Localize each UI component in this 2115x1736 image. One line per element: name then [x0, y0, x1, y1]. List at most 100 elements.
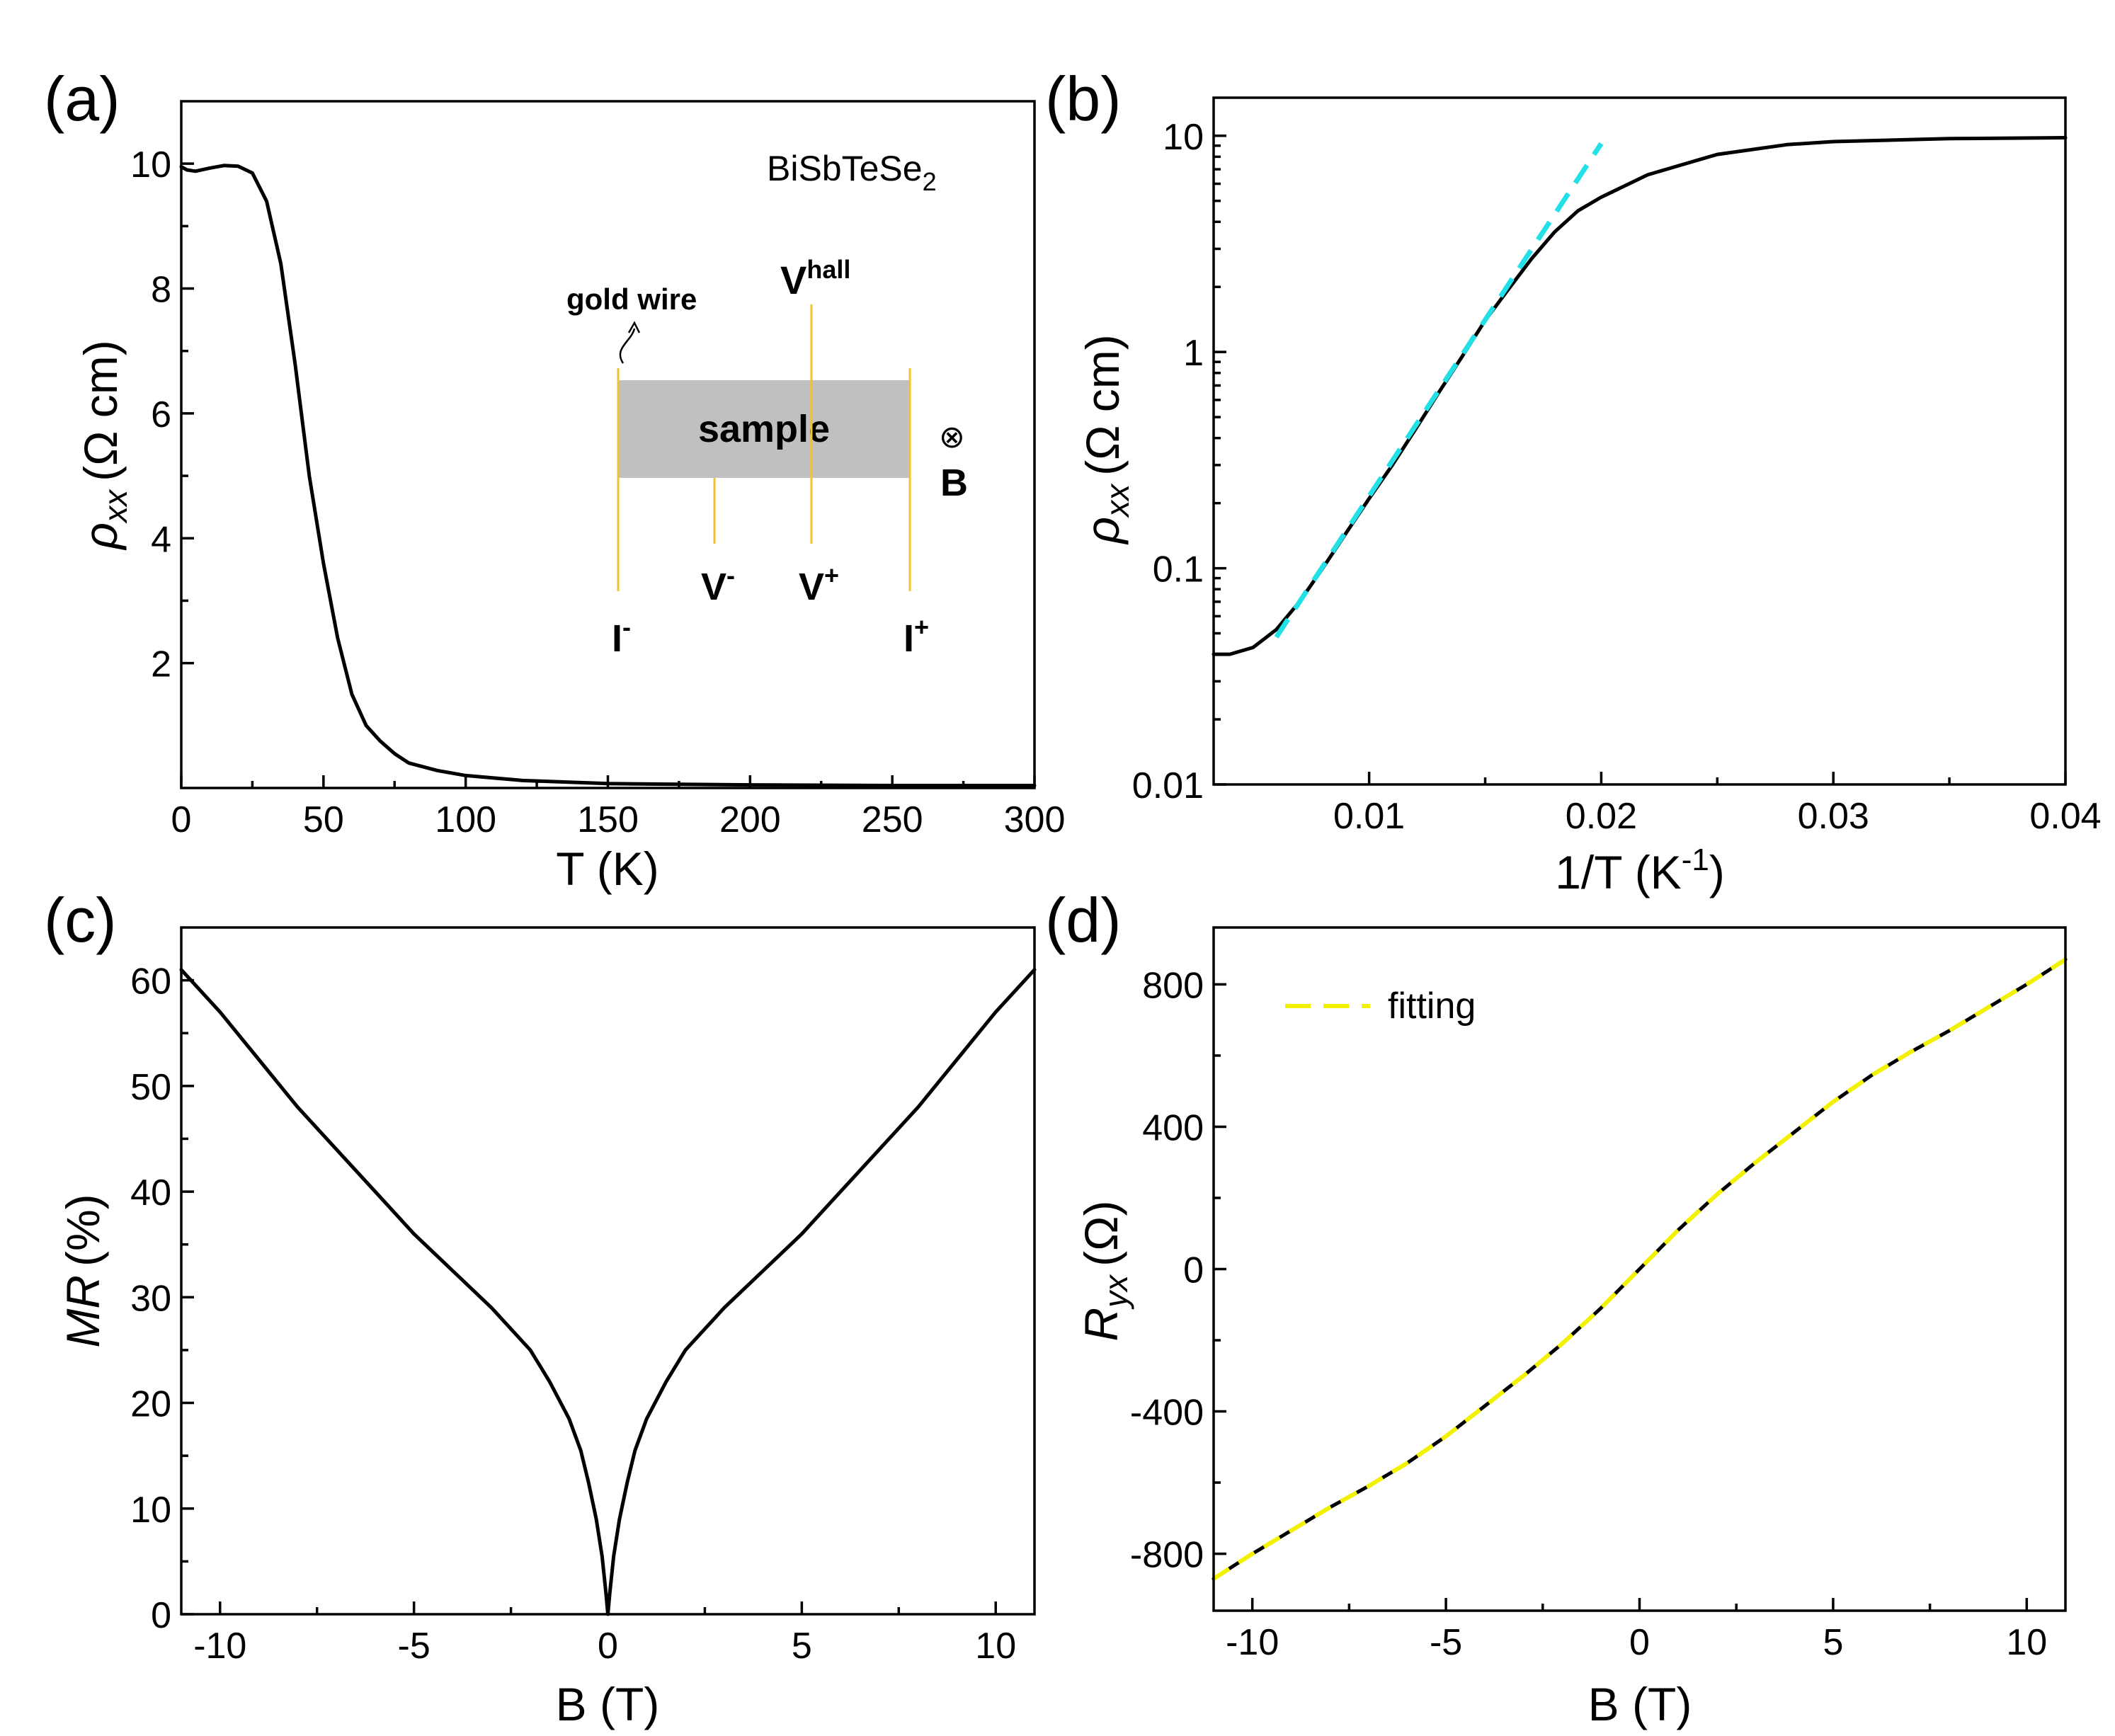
y-tick-label: -400	[1130, 1393, 1204, 1434]
x-tick-label: -10	[1226, 1622, 1279, 1663]
panel-a-ylabel-unit: (Ω cm)	[74, 340, 127, 481]
panel-d-fit-line	[1212, 957, 2067, 1581]
panel-c-ylabel-unit: (%)	[57, 1194, 109, 1267]
i-minus-label: I-	[612, 612, 631, 660]
sample-label: sample	[698, 408, 830, 450]
y-tick-label: 6	[151, 394, 171, 435]
panel-b-rho-curve	[1212, 136, 2068, 656]
panel-b-fit-line	[1274, 142, 1604, 639]
arrowhead-icon	[627, 321, 641, 333]
y-tick-label: 0	[1183, 1250, 1204, 1291]
y-tick-label: 4	[151, 519, 171, 560]
panel-b-ylabel: ρxx (Ω cm)	[1076, 334, 1136, 544]
x-tick-label: 0	[598, 1626, 618, 1667]
panel-d-frame	[1212, 926, 2067, 1612]
y-tick-label: 1	[1183, 333, 1204, 374]
panel-b-ticklabels: 0.01 0.02 0.03 0.04 0.01 0.1 1 10	[1132, 117, 2102, 837]
v-plus-sup: +	[824, 561, 839, 590]
y-tick-label: 10	[130, 1490, 171, 1531]
panel-d-ticks	[1214, 983, 2029, 1611]
i-plus-label: I+	[903, 612, 929, 660]
y-tick-label: 10	[130, 144, 171, 185]
panel-b: (b) 0.01 0.02 0.03 0.04 0.01 0.1 1 10 1/T (K-1)…	[1045, 64, 2102, 898]
x-tick-label: 5	[792, 1626, 812, 1667]
y-tick-label: 20	[130, 1384, 171, 1425]
x-tick-label: 0	[171, 799, 192, 840]
x-tick-label: 300	[1004, 799, 1066, 840]
panel-b-xlabel-sup: -1	[1682, 843, 1709, 877]
v-minus-letter: V	[701, 566, 726, 608]
i-minus-letter: I	[612, 617, 622, 660]
x-tick-label: 0.04	[2029, 796, 2101, 837]
i-minus-sup: -	[622, 612, 631, 641]
panel-d-ylabel: Ryx (Ω)	[1075, 1201, 1134, 1342]
panel-b-xlabel: 1/T (K-1)	[1555, 843, 1725, 898]
panel-c-ylabel: MR (%)	[57, 1194, 109, 1347]
panel-c-label: (c)	[44, 885, 117, 955]
v-hall-sup: hall	[806, 255, 850, 284]
svg-text:Ryx(Ω): Ryx (Ω)	[1075, 1201, 1134, 1342]
panel-d-ylabel-unit: (Ω)	[1075, 1201, 1127, 1267]
panel-b-xlabel-main: 1/T (K	[1555, 846, 1682, 898]
panel-d-ylabel-main: R	[1075, 1308, 1127, 1342]
v-minus-label: V-	[701, 561, 735, 608]
x-tick-label: 10	[2006, 1622, 2047, 1663]
device-schematic: sample gold wire Vhall V- V+ I- I+ ⊗ B	[566, 255, 968, 660]
x-tick-label: 50	[303, 799, 344, 840]
gold-wire-label: gold wire	[566, 282, 697, 316]
panel-a-frame	[180, 100, 1036, 789]
i-plus-letter: I	[903, 617, 914, 660]
panel-c-mr-curve	[179, 968, 1037, 1616]
panel-c-ticks	[181, 978, 997, 1616]
y-tick-label: 0	[151, 1595, 171, 1636]
panel-b-ylabel-main: ρ	[1076, 517, 1129, 545]
b-into-page-icon: ⊗	[939, 419, 965, 455]
panel-b-ticks	[1214, 135, 2067, 786]
panel-b-ylabel-sub: xx	[1099, 483, 1136, 518]
panel-a-ticklabels: 0 50 100 150 200 250 300 2 4 6 8 10	[130, 144, 1065, 840]
b-field-label: B	[940, 462, 968, 504]
svg-text:MR(%): MR (%)	[57, 1194, 109, 1347]
panel-b-ylabel-unit: (Ω cm)	[1076, 334, 1129, 476]
material-name: BiSbTeSe	[767, 149, 923, 188]
panel-a-label: (a)	[44, 64, 120, 134]
panel-a-ylabel-sub: xx	[97, 489, 134, 524]
x-tick-label: 5	[1823, 1622, 1843, 1663]
y-tick-label: 40	[130, 1172, 171, 1214]
panel-c-ylabel-main: MR	[57, 1275, 109, 1348]
legend-fitting-label: fitting	[1388, 986, 1476, 1027]
panel-a: (a) 0 50 100 150 200 250 300 2 4 6 8 10 T (K) ρxx (Ω…	[44, 64, 1065, 895]
y-tick-label: 10	[1163, 117, 1204, 158]
x-tick-label: -5	[398, 1626, 431, 1667]
x-tick-label: 10	[975, 1626, 1016, 1667]
panel-d-xlabel: B (T)	[1588, 1678, 1692, 1730]
panel-c-ticklabels: -10 -5 0 5 10 0 10 20 30 40 50 60	[130, 961, 1016, 1667]
panel-a-ylabel-main: ρ	[74, 522, 127, 551]
material-subscript: 2	[923, 167, 937, 196]
y-tick-label: 800	[1142, 965, 1204, 1006]
v-hall-letter: V	[780, 258, 806, 302]
y-tick-label: 30	[130, 1278, 171, 1319]
v-minus-sup: -	[726, 561, 735, 590]
v-plus-letter: V	[799, 566, 824, 608]
panel-d-label: (d)	[1045, 885, 1122, 955]
sample-bar	[618, 380, 910, 478]
x-tick-label: 0.03	[1798, 796, 1869, 837]
panel-a-ylabel: ρxx (Ω cm)	[74, 340, 134, 550]
y-tick-label: 400	[1142, 1107, 1204, 1148]
gold-wire-pointer	[619, 328, 636, 364]
panel-b-xlabel-end: )	[1709, 846, 1725, 898]
y-tick-label: 8	[151, 270, 171, 311]
panel-b-label: (b)	[1045, 64, 1122, 134]
x-tick-label: 200	[719, 799, 781, 840]
x-tick-label: -10	[193, 1626, 246, 1667]
x-tick-label: 250	[862, 799, 923, 840]
x-tick-label: 150	[577, 799, 639, 840]
svg-text:ρxx(Ω cm): ρxx (Ω cm)	[1076, 334, 1136, 544]
v-hall-label: Vhall	[780, 255, 850, 302]
panel-a-material-label: BiSbTeSe2	[767, 149, 937, 196]
x-tick-label: 0.01	[1333, 796, 1405, 837]
panel-a-rho-curve	[179, 164, 1037, 787]
y-tick-label: 2	[151, 644, 171, 685]
